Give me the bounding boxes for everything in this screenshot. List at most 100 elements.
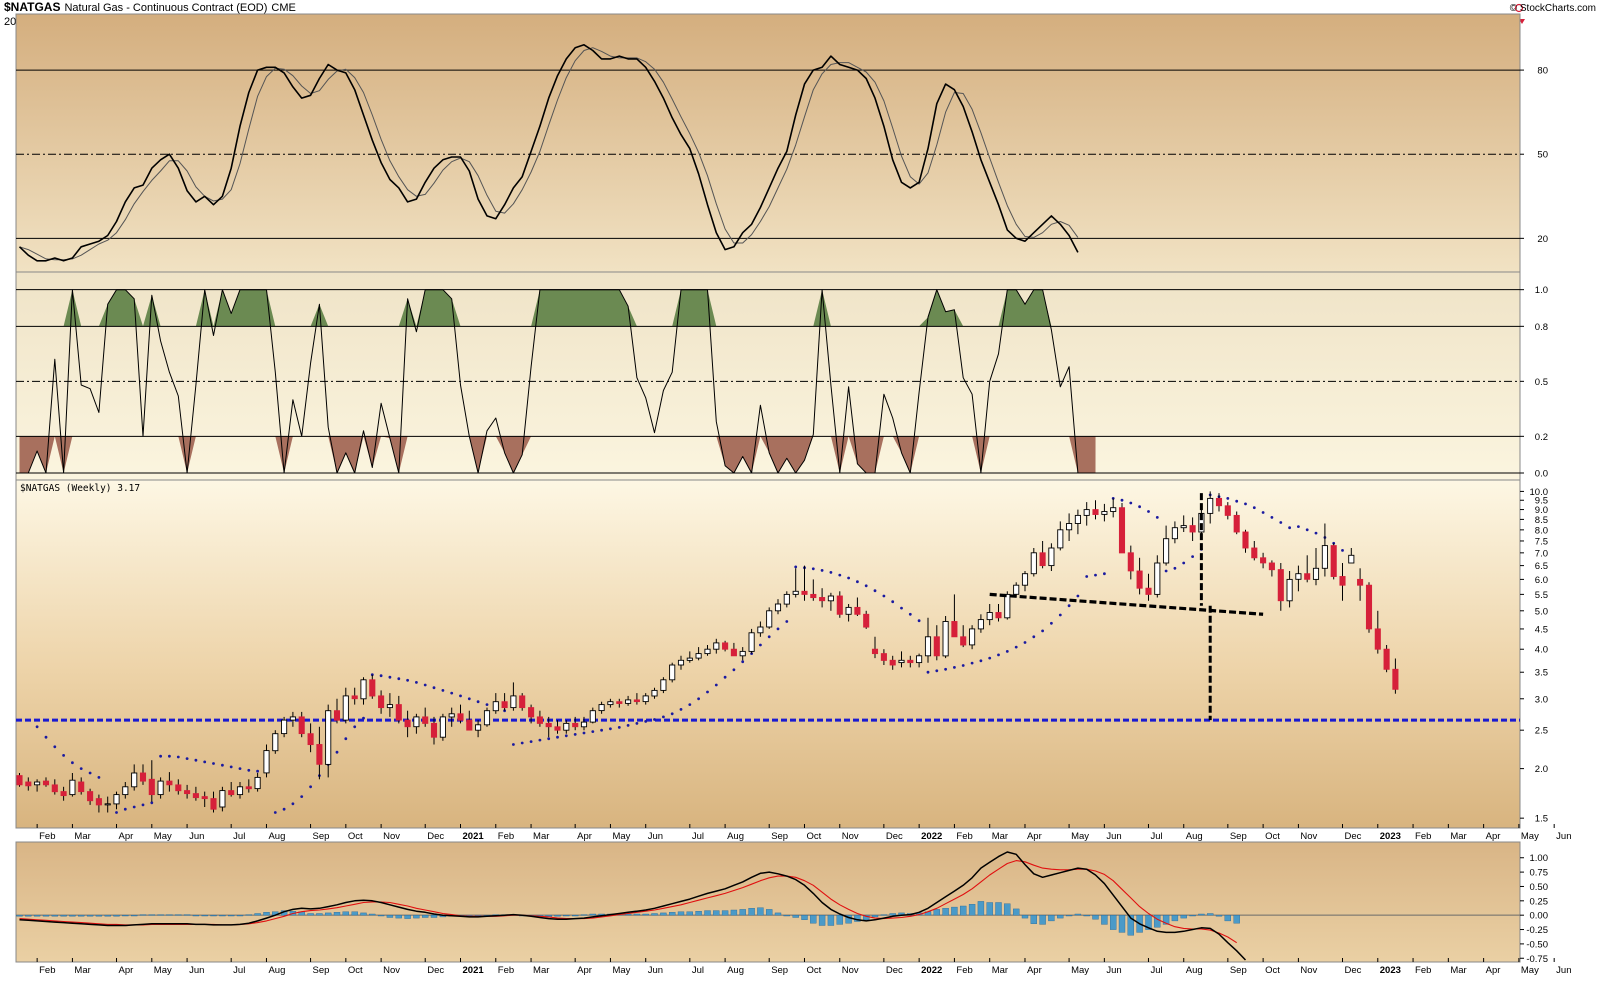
histogram-bar bbox=[263, 912, 270, 916]
y-tick-label: 9.0 bbox=[1535, 505, 1548, 516]
candle-body bbox=[254, 776, 261, 790]
candle bbox=[42, 777, 50, 787]
y-tick-label: -0.75 bbox=[1526, 954, 1548, 965]
candle bbox=[139, 764, 147, 785]
histogram-bar bbox=[871, 915, 879, 918]
candle bbox=[475, 720, 482, 738]
candle-body bbox=[625, 699, 632, 704]
oscillator-panel: 1.0 0.8 0.5 0.2 0.0 bbox=[15, 271, 1548, 481]
psar-dot bbox=[882, 594, 886, 598]
candle bbox=[1057, 521, 1064, 551]
histogram-bar bbox=[960, 905, 967, 916]
candle bbox=[924, 617, 932, 663]
candle-body bbox=[916, 655, 923, 664]
histogram-bar bbox=[16, 915, 23, 917]
candle bbox=[1277, 563, 1284, 611]
candle-body bbox=[404, 719, 411, 728]
price-y-axis: 1.52.02.53.03.54.04.55.05.56.06.57.07.58… bbox=[1520, 487, 1548, 825]
candle bbox=[598, 701, 605, 714]
histogram-bar bbox=[818, 915, 826, 926]
histogram-bar bbox=[1057, 915, 1064, 919]
psar-dot bbox=[653, 718, 656, 721]
psar-dot bbox=[1244, 502, 1247, 506]
candle bbox=[263, 744, 270, 778]
histogram-bar bbox=[236, 915, 244, 917]
candle-body bbox=[316, 744, 323, 765]
psar-dot bbox=[829, 571, 833, 574]
candle-body bbox=[25, 781, 32, 787]
psar-dot bbox=[71, 761, 74, 765]
candle-body bbox=[616, 701, 623, 704]
candle-body bbox=[1215, 497, 1223, 507]
candle bbox=[157, 777, 164, 799]
candle-body bbox=[139, 772, 147, 782]
x-tick-label: Jul bbox=[1150, 965, 1162, 976]
histogram-bar bbox=[1092, 915, 1099, 920]
candle bbox=[316, 726, 323, 780]
candle bbox=[1242, 529, 1249, 553]
candle bbox=[1127, 545, 1134, 580]
x-tick-label: Mar bbox=[992, 965, 1008, 976]
candle bbox=[677, 655, 685, 670]
y-tick-label: 6.0 bbox=[1535, 575, 1548, 586]
candle bbox=[563, 720, 570, 734]
psar-dot bbox=[538, 738, 542, 742]
psar-dot bbox=[1235, 499, 1239, 503]
x-tick-label: Jun bbox=[1556, 965, 1571, 976]
histogram-bar bbox=[69, 915, 76, 917]
candle-body bbox=[192, 793, 199, 799]
candle-body bbox=[1013, 584, 1020, 595]
candle-body bbox=[1092, 509, 1099, 515]
symbol: $NATGAS bbox=[4, 0, 60, 14]
candle bbox=[907, 655, 914, 668]
x-tick-label: Mar bbox=[74, 831, 90, 842]
macd-lines bbox=[19, 851, 1247, 961]
y-tick-label: 10.0 bbox=[1530, 487, 1549, 498]
histogram-bar bbox=[210, 915, 217, 917]
candle bbox=[351, 687, 358, 705]
psar-dot bbox=[53, 745, 57, 749]
y-tick-label: 0.75 bbox=[1530, 868, 1549, 879]
psar-dot bbox=[450, 691, 454, 695]
y-tick-label: 0.8 bbox=[1535, 322, 1548, 333]
x-tick-label: Jun bbox=[648, 831, 663, 842]
candle bbox=[580, 716, 588, 731]
candle bbox=[1383, 645, 1390, 673]
psar-dot bbox=[847, 576, 850, 580]
stochastic-slow-line bbox=[19, 47, 1079, 261]
candle bbox=[34, 779, 41, 792]
histogram-bar bbox=[33, 915, 41, 917]
candle bbox=[1066, 513, 1073, 541]
x-tick-label: Aug bbox=[727, 965, 744, 976]
candle bbox=[995, 604, 1002, 622]
candle bbox=[272, 730, 279, 754]
candle bbox=[1189, 517, 1196, 541]
histogram-bar bbox=[739, 909, 746, 916]
candle bbox=[1348, 548, 1355, 564]
histogram-bar bbox=[677, 911, 685, 916]
psar-dot bbox=[1103, 572, 1106, 576]
candle bbox=[95, 794, 102, 813]
candle-body bbox=[669, 664, 676, 681]
candle bbox=[369, 674, 376, 699]
histogram-bar bbox=[377, 915, 385, 917]
candle bbox=[210, 791, 217, 813]
candle-body bbox=[1392, 668, 1399, 690]
candle-body bbox=[563, 722, 570, 731]
candle bbox=[748, 628, 755, 654]
psar-dot bbox=[644, 720, 648, 723]
candle-body bbox=[580, 721, 588, 728]
candle-body bbox=[131, 772, 138, 788]
candle-body bbox=[1242, 531, 1249, 549]
psar-dot bbox=[291, 802, 295, 806]
histogram-bar bbox=[1154, 915, 1161, 928]
psar-dot bbox=[723, 675, 727, 679]
candle bbox=[863, 610, 870, 629]
candle bbox=[545, 716, 552, 738]
stochastic-fast-line bbox=[18, 43, 1079, 262]
candle bbox=[898, 651, 905, 668]
oscillator-line bbox=[19, 289, 1096, 474]
histogram-bar bbox=[1145, 915, 1152, 930]
histogram-bar bbox=[1074, 913, 1082, 916]
